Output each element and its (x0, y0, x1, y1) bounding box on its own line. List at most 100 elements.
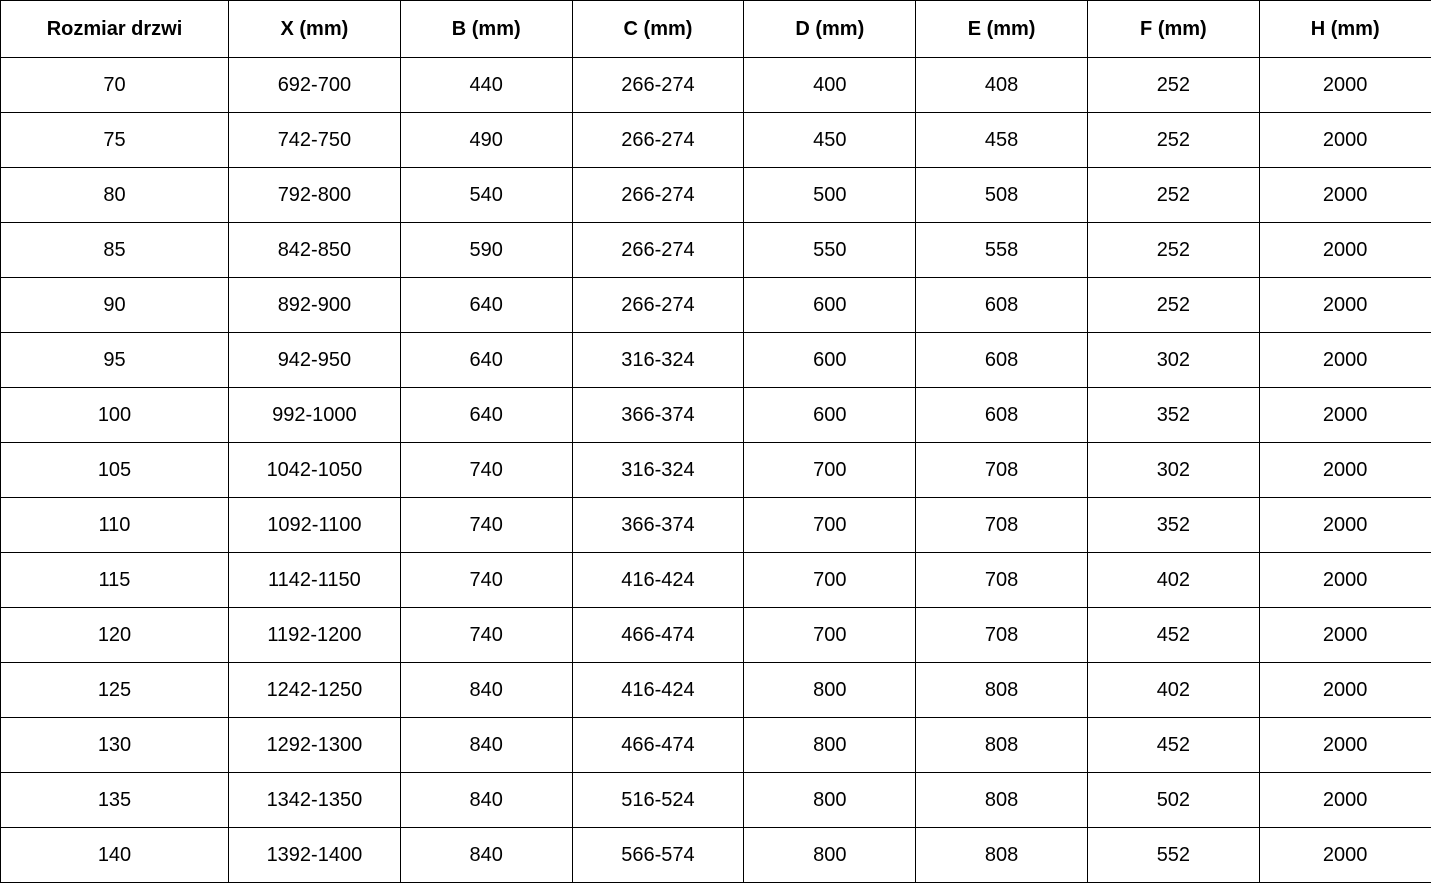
column-header: C (mm) (572, 1, 744, 58)
table-cell: 366-374 (572, 498, 744, 553)
table-cell: 1092-1100 (229, 498, 401, 553)
table-cell: 1042-1050 (229, 443, 401, 498)
table-cell: 700 (744, 498, 916, 553)
column-header: D (mm) (744, 1, 916, 58)
table-cell: 120 (1, 608, 229, 663)
column-header: H (mm) (1259, 1, 1431, 58)
table-cell: 266-274 (572, 113, 744, 168)
table-cell: 808 (916, 773, 1088, 828)
table-cell: 2000 (1259, 333, 1431, 388)
table-cell: 130 (1, 718, 229, 773)
table-cell: 840 (400, 773, 572, 828)
table-cell: 1192-1200 (229, 608, 401, 663)
table-cell: 808 (916, 828, 1088, 883)
table-cell: 2000 (1259, 113, 1431, 168)
table-cell: 708 (916, 443, 1088, 498)
table-cell: 558 (916, 223, 1088, 278)
table-cell: 600 (744, 333, 916, 388)
table-cell: 452 (1087, 718, 1259, 773)
table-cell: 700 (744, 553, 916, 608)
table-cell: 508 (916, 168, 1088, 223)
table-cell: 608 (916, 388, 1088, 443)
table-cell: 700 (744, 608, 916, 663)
table-cell: 2000 (1259, 663, 1431, 718)
table-cell: 1392-1400 (229, 828, 401, 883)
table-cell: 266-274 (572, 278, 744, 333)
table-cell: 110 (1, 498, 229, 553)
table-cell: 402 (1087, 663, 1259, 718)
column-header: Rozmiar drzwi (1, 1, 229, 58)
table-cell: 550 (744, 223, 916, 278)
table-cell: 2000 (1259, 443, 1431, 498)
table-cell: 800 (744, 663, 916, 718)
table-cell: 490 (400, 113, 572, 168)
table-cell: 466-474 (572, 718, 744, 773)
table-cell: 740 (400, 608, 572, 663)
table-cell: 1342-1350 (229, 773, 401, 828)
table-cell: 95 (1, 333, 229, 388)
table-cell: 708 (916, 608, 1088, 663)
table-cell: 140 (1, 828, 229, 883)
table-cell: 502 (1087, 773, 1259, 828)
table-cell: 740 (400, 553, 572, 608)
table-cell: 2000 (1259, 498, 1431, 553)
column-header: E (mm) (916, 1, 1088, 58)
table-cell: 252 (1087, 113, 1259, 168)
table-cell: 252 (1087, 223, 1259, 278)
table-cell: 608 (916, 278, 1088, 333)
table-cell: 80 (1, 168, 229, 223)
table-cell: 740 (400, 443, 572, 498)
table-cell: 2000 (1259, 388, 1431, 443)
table-cell: 840 (400, 828, 572, 883)
table-cell: 700 (744, 443, 916, 498)
table-cell: 266-274 (572, 223, 744, 278)
table-cell: 352 (1087, 388, 1259, 443)
table-cell: 125 (1, 663, 229, 718)
table-cell: 992-1000 (229, 388, 401, 443)
table-cell: 942-950 (229, 333, 401, 388)
table-cell: 708 (916, 498, 1088, 553)
table-cell: 440 (400, 58, 572, 113)
table-cell: 740 (400, 498, 572, 553)
table-cell: 316-324 (572, 443, 744, 498)
table-cell: 800 (744, 828, 916, 883)
table-cell: 450 (744, 113, 916, 168)
table-cell: 408 (916, 58, 1088, 113)
table-cell: 708 (916, 553, 1088, 608)
table-cell: 500 (744, 168, 916, 223)
table-cell: 352 (1087, 498, 1259, 553)
column-header: B (mm) (400, 1, 572, 58)
table-cell: 252 (1087, 168, 1259, 223)
table-cell: 2000 (1259, 223, 1431, 278)
column-header: F (mm) (1087, 1, 1259, 58)
table-cell: 1242-1250 (229, 663, 401, 718)
table-cell: 842-850 (229, 223, 401, 278)
table-cell: 416-424 (572, 663, 744, 718)
table-cell: 540 (400, 168, 572, 223)
table-cell: 566-574 (572, 828, 744, 883)
table-cell: 692-700 (229, 58, 401, 113)
table-cell: 792-800 (229, 168, 401, 223)
table-cell: 590 (400, 223, 572, 278)
table-cell: 516-524 (572, 773, 744, 828)
table-cell: 266-274 (572, 168, 744, 223)
table-cell: 742-750 (229, 113, 401, 168)
table-cell: 302 (1087, 443, 1259, 498)
table-cell: 892-900 (229, 278, 401, 333)
table-cell: 2000 (1259, 168, 1431, 223)
column-header: X (mm) (229, 1, 401, 58)
